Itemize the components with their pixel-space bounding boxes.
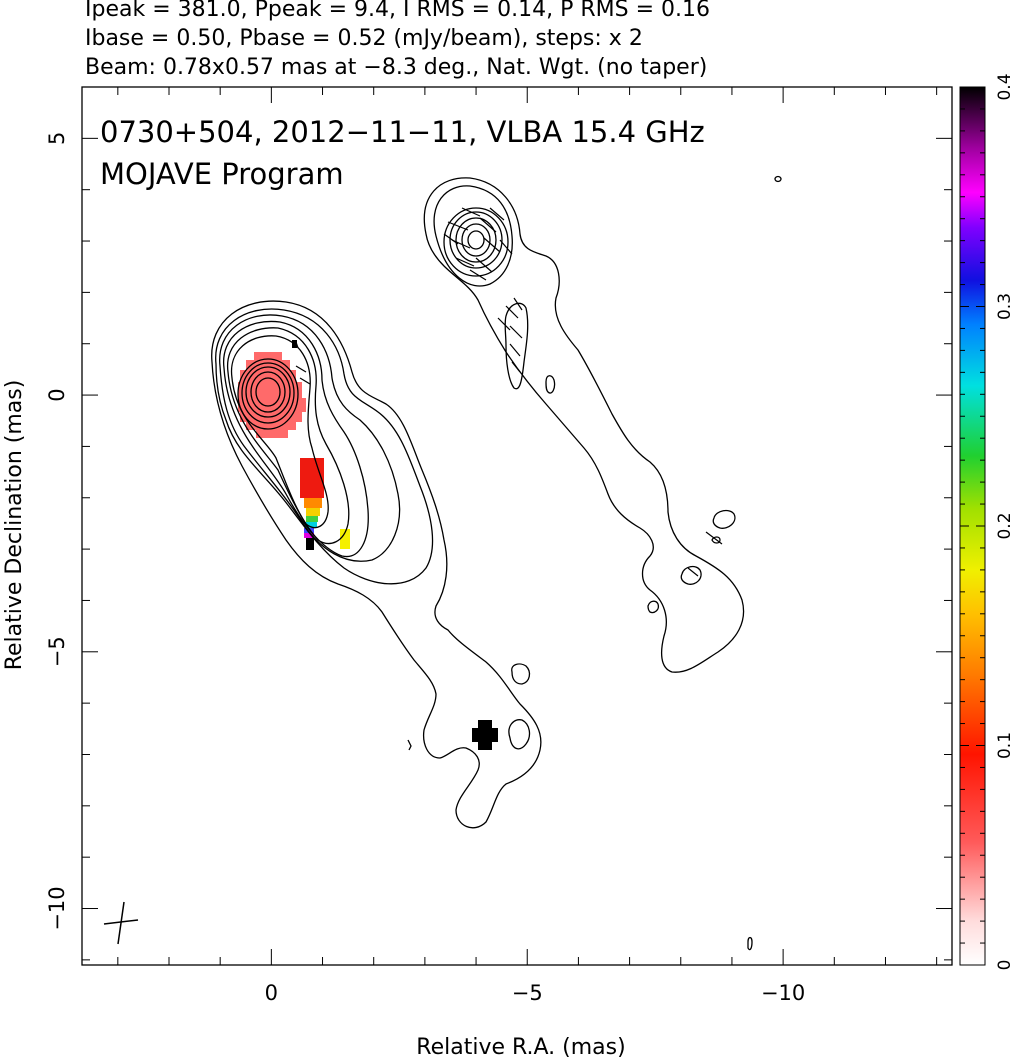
jet-polarization-orange: [304, 498, 322, 508]
north-feature-contour: [433, 185, 513, 287]
north-feature-contour: [443, 207, 509, 277]
y-tick-labels: 5 0 −5 −10: [45, 132, 69, 931]
small-contour: [407, 739, 412, 751]
intensity-contours: [211, 175, 782, 951]
colorbar-tick-label: 0.3: [995, 293, 1015, 320]
jet-contour: [227, 327, 350, 545]
x-tick-label: 0: [265, 981, 278, 1005]
jet-polarization-cyan: [305, 522, 317, 528]
north-inner-contour: [545, 375, 556, 394]
small-contour: [747, 936, 753, 951]
core-contour: [241, 362, 295, 424]
jet-island-contour: [508, 719, 531, 750]
beam-marker: [103, 901, 139, 945]
north-feature-contour: [455, 217, 497, 263]
small-contour: [711, 536, 721, 544]
y-axis-label: Relative Declination (mas): [2, 380, 27, 671]
axis-ticks: [82, 86, 952, 965]
small-contour: [774, 175, 782, 183]
y-tick-label: −10: [45, 886, 69, 930]
x-axis-label: Relative R.A. (mas): [416, 1035, 625, 1060]
north-feature-contour: [467, 230, 485, 250]
jet-polarization-yellow-spot: [340, 529, 350, 549]
north-feature-contour: [449, 211, 503, 269]
header-line-3: Beam: 0.78x0.57 mas at −8.3 deg., Nat. W…: [85, 55, 707, 80]
outer-polarization-spot: [472, 720, 498, 750]
x-tick-label: −10: [761, 981, 805, 1005]
jet-polarization-green: [306, 516, 318, 522]
jet-outer-contour: [211, 300, 542, 829]
header-line-1: Ipeak = 381.0, Ppeak = 9.4, I RMS = 0.14…: [85, 0, 710, 22]
small-contour: [712, 509, 736, 529]
core-contour: [237, 358, 299, 430]
core-polarization-region: [238, 352, 306, 438]
y-tick-label: 5: [45, 132, 69, 145]
core-contour: [245, 366, 291, 418]
jet-polarization-black: [306, 538, 314, 550]
jet-contour: [230, 335, 329, 529]
small-contour: [680, 565, 702, 585]
evpa-vectors: [295, 207, 723, 577]
colorbar-ticks: 0 0.1 0.2 0.3 0.4: [960, 73, 1015, 970]
north-inner-contour: [504, 302, 529, 390]
plot-frame: [81, 86, 953, 966]
colorbar-tick-label: 0.2: [995, 512, 1015, 539]
y-tick-label: 0: [45, 388, 69, 401]
small-contour: [647, 600, 660, 614]
chart-subtitle: MOJAVE Program: [100, 157, 344, 191]
jet-polarization-magenta: [304, 533, 314, 538]
core-contour: [250, 371, 286, 413]
header-line-2: Ibase = 0.50, Pbase = 0.52 (mJy/beam), s…: [85, 26, 643, 51]
colorbar-tick-label: 0: [995, 960, 1015, 971]
chart-title: 0730+504, 2012−11−11, VLBA 15.4 GHz: [100, 115, 705, 149]
jet-polarization-red: [300, 458, 324, 498]
jet-contour: [219, 314, 401, 562]
map-content: [211, 175, 782, 951]
jet-contour: [215, 308, 434, 585]
jet-contour: [223, 320, 369, 558]
colorbar-tick-label: 0.4: [995, 73, 1015, 100]
colorbar-tick-label: 0.1: [995, 732, 1015, 759]
jet-island-contour: [511, 663, 531, 685]
north-feature-contour: [461, 223, 491, 257]
jet-polarization-yellow: [306, 508, 320, 516]
y-tick-label: −5: [45, 636, 69, 667]
north-extended-contour: [423, 177, 745, 673]
x-tick-labels: 0 −5 −10: [265, 981, 806, 1005]
x-tick-label: −5: [512, 981, 543, 1005]
core-contour: [255, 377, 281, 407]
